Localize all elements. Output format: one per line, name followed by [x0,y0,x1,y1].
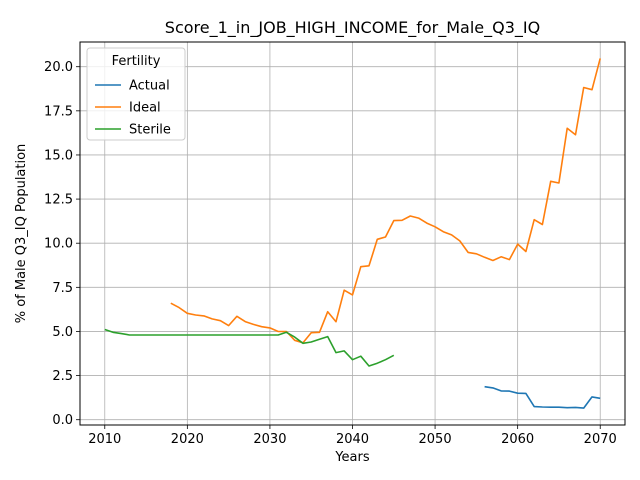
x-axis-title: Years [334,450,370,465]
y-tick-label: 15.0 [44,148,73,163]
axis-ticks: 2010 2020 2030 2040 2050 2060 2070 0.0 2.5 5.0 7.5… [44,60,617,447]
x-tick-label: 2010 [88,432,121,447]
y-tick-label: 2.5 [52,369,73,384]
y-tick-label: 12.5 [44,193,73,208]
y-tick-label: 7.5 [52,281,73,296]
y-tick-label: 10.0 [44,237,73,252]
x-tick-label: 2040 [336,432,369,447]
series-lines [104,58,601,409]
legend-box [86,47,186,141]
y-tick-label: 5.0 [52,325,73,340]
chart-title: Score_1_in_JOB_HIGH_INCOME_for_Male_Q3_I… [165,18,540,38]
y-tick-label: 0.0 [52,413,73,428]
legend-label-actual: Actual [129,79,170,94]
legend-label-ideal: Ideal [129,101,161,116]
y-axis-title: % of Male Q3_IQ Population [14,144,29,324]
x-tick-label: 2050 [419,432,452,447]
legend-title: Fertility [112,54,161,69]
grid-lines [80,42,625,425]
series-line-sterile [104,328,395,367]
series-line-ideal [170,58,601,344]
series-line-actual [484,385,601,409]
x-tick-label: 2070 [584,432,617,447]
y-tick-label: 20.0 [44,60,73,75]
y-tick-label: 17.5 [44,104,73,119]
legend: Fertility Actual Ideal Sterile [86,47,186,141]
x-tick-label: 2030 [253,432,286,447]
x-tick-label: 2020 [171,432,204,447]
x-tick-label: 2060 [501,432,534,447]
legend-label-sterile: Sterile [129,123,171,138]
